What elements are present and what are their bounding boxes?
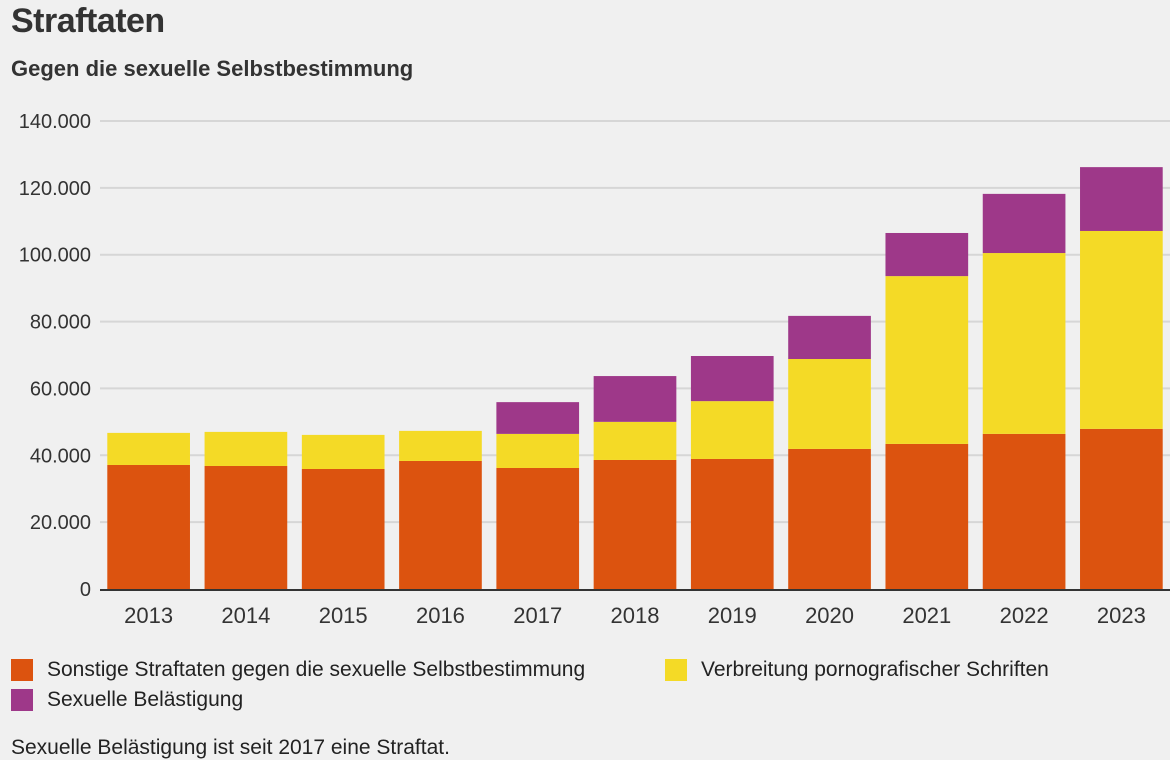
bar-segment-2018-s2 xyxy=(593,376,677,422)
bar-segment-2023-s2 xyxy=(1080,167,1163,231)
bar-segment-2017-s0 xyxy=(496,467,580,589)
y-tick-label: 40.000 xyxy=(30,445,91,467)
bar-segment-2022-s2 xyxy=(982,193,1066,254)
y-tick-label: 60.000 xyxy=(30,378,91,400)
chart-subtitle: Gegen die sexuelle Selbstbestimmung xyxy=(11,56,414,81)
x-tick-label: 2015 xyxy=(319,603,368,628)
legend-item-verbreitung: Verbreitung pornografischer Schriften xyxy=(665,658,1049,682)
bar-segment-2013-s0 xyxy=(107,464,190,589)
x-axis-ticks: 2013 2014 2015 2016 2017 2018 2019 2020 2021 2022… xyxy=(124,603,1146,628)
bar-segment-2016-s0 xyxy=(399,460,482,589)
x-tick-label: 2019 xyxy=(708,603,757,628)
x-tick-label: 2017 xyxy=(513,603,562,628)
bar-segment-2020-s0 xyxy=(788,448,871,589)
y-tick-label: 20.000 xyxy=(30,512,91,534)
bar-segment-2014-s1 xyxy=(204,431,288,466)
bar-segment-2020-s1 xyxy=(788,359,871,449)
bar-segment-2021-s0 xyxy=(885,443,969,589)
y-axis-ticks: 0 20.000 40.000 60.000 80.000 100.000 120.000 1… xyxy=(19,111,91,601)
y-tick-label: 80.000 xyxy=(30,312,91,334)
y-tick-label: 120.000 xyxy=(19,178,91,200)
x-tick-label: 2023 xyxy=(1097,603,1146,628)
bar-segment-2017-s1 xyxy=(496,433,580,468)
bar-segment-2022-s0 xyxy=(982,433,1066,589)
bar-segment-2017-s2 xyxy=(496,402,580,434)
bar-segment-2018-s0 xyxy=(593,459,677,589)
bar-segment-2019-s1 xyxy=(690,401,774,459)
bar-segment-2019-s2 xyxy=(690,356,774,402)
legend-item-belaestigung: Sexuelle Belästigung xyxy=(11,688,243,712)
chart-title: Straftaten xyxy=(11,2,165,40)
x-tick-label: 2016 xyxy=(416,603,465,628)
legend-label: Sonstige Straftaten gegen die sexuelle S… xyxy=(47,658,586,681)
legend-label: Sexuelle Belästigung xyxy=(47,688,244,711)
y-tick-label: 100.000 xyxy=(19,245,91,267)
bar-segment-2021-s2 xyxy=(885,232,969,277)
bar-segment-2023-s1 xyxy=(1080,230,1163,429)
bar-segment-2015-s1 xyxy=(301,434,385,469)
bar-segment-2020-s2 xyxy=(788,315,871,360)
legend-item-sonstige: Sonstige Straftaten gegen die sexuelle S… xyxy=(11,658,585,682)
bar-segment-2013-s1 xyxy=(107,432,190,465)
x-tick-label: 2014 xyxy=(221,603,270,628)
x-tick-label: 2018 xyxy=(611,603,660,628)
stacked-bar-chart: 0 20.000 40.000 60.000 80.000 100.000 120.000 1… xyxy=(19,111,1170,628)
bar-segment-2016-s1 xyxy=(399,430,482,461)
legend-swatch-orange xyxy=(11,659,33,681)
legend-swatch-yellow xyxy=(665,659,687,681)
bar-segment-2022-s1 xyxy=(982,253,1066,434)
legend-label: Verbreitung pornografischer Schriften xyxy=(701,658,1049,681)
bar-segment-2023-s0 xyxy=(1080,428,1163,589)
bar-segment-2015-s0 xyxy=(301,468,385,589)
chart-annotation: Sexuelle Belästigung ist seit 2017 eine … xyxy=(11,736,450,759)
bar-segment-2014-s0 xyxy=(204,465,288,589)
x-tick-label: 2022 xyxy=(1000,603,1049,628)
legend-swatch-purple xyxy=(11,689,33,711)
y-tick-label: 140.000 xyxy=(19,111,91,133)
x-tick-label: 2021 xyxy=(902,603,951,628)
bar-segment-2018-s1 xyxy=(593,421,677,460)
bar-segment-2019-s0 xyxy=(690,458,774,589)
bar-segment-2021-s1 xyxy=(885,276,969,444)
y-tick-label: 0 xyxy=(80,579,91,601)
x-tick-label: 2020 xyxy=(805,603,854,628)
x-tick-label: 2013 xyxy=(124,603,173,628)
bars xyxy=(107,167,1163,589)
